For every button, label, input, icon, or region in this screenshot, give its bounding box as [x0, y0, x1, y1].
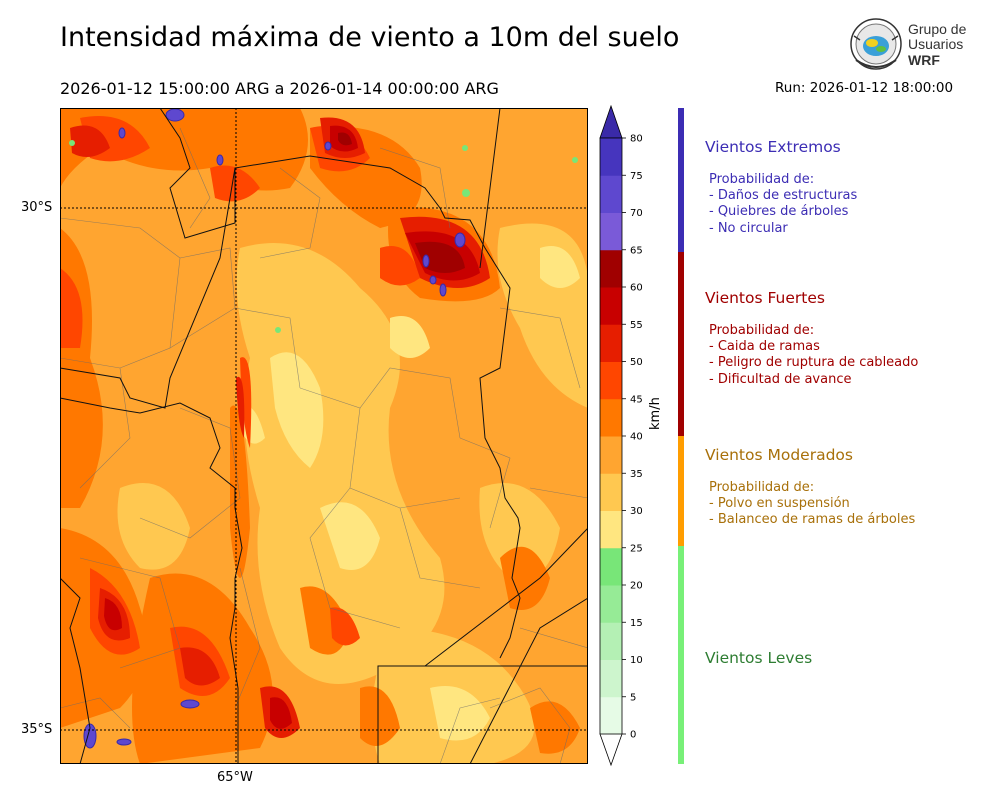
desc-line: - Peligro de ruptura de cableado	[709, 355, 919, 371]
forecast-period: 2026-01-12 15:00:00 ARG a 2026-01-14 00:…	[60, 79, 499, 98]
category-title-leves: Vientos Leves	[705, 649, 813, 667]
desc-line: - Dificultad de avance	[709, 371, 852, 387]
colorbar-segment	[600, 696, 622, 735]
colorbar-segment	[600, 398, 622, 437]
desc-line: - Balanceo de ramas de árboles	[709, 512, 916, 528]
colorbar-tick-label: 45	[630, 394, 643, 405]
colorbar-segment	[600, 249, 622, 288]
category-desc-extremos: Probabilidad de: - Daños de estructuras …	[709, 172, 857, 237]
run-timestamp: Run: 2026-01-12 18:00:00	[775, 80, 954, 96]
colorbar-tick-label: 30	[630, 506, 643, 517]
desc-line: - Caida de ramas	[709, 339, 820, 355]
colorbar-segment	[600, 547, 622, 586]
map-title: Intensidad máxima de viento a 10m del su…	[60, 22, 680, 53]
wind-colorbar: 0 5 10 15 20 25 30 35 40 45 50 55 60 65 70 75 80	[590, 104, 660, 770]
colorbar-segment	[600, 287, 622, 325]
desc-line: - Polvo en suspensión	[709, 496, 850, 512]
category-title-extremos: Vientos Extremos	[705, 138, 841, 156]
category-desc-moderados: Probabilidad de: - Polvo en suspensión -…	[709, 480, 915, 529]
colorbar-segment	[600, 175, 622, 213]
colorbar-segment	[600, 622, 622, 660]
colorbar-extend-top	[599, 104, 623, 139]
logo-line1: Grupo de	[908, 21, 967, 37]
colorbar-segment	[600, 361, 622, 400]
colorbar-tick-label: 5	[630, 692, 636, 703]
wrf-logo: Grupo de Usuarios WRF	[848, 16, 973, 74]
colorbar-segment	[600, 324, 622, 362]
colorbar-segment	[600, 436, 622, 474]
category-desc-fuertes: Probabilidad de: - Caida de ramas - Peli…	[709, 323, 918, 388]
colorbar-tick-label: 60	[630, 283, 643, 294]
category-bar-moderados	[678, 436, 684, 546]
colorbar-tick-label: 80	[630, 134, 643, 145]
colorbar-extend-bottom	[599, 733, 623, 767]
desc-line: - Daños de estructuras	[709, 188, 858, 204]
lon-label-65w: 65°W	[217, 770, 253, 785]
colorbar-segment	[600, 659, 622, 698]
category-bar-extremos	[678, 108, 684, 252]
logo-line2: Usuarios	[908, 36, 963, 52]
category-bar-fuertes	[678, 252, 684, 436]
wind-map	[59, 107, 589, 765]
colorbar-tick-label: 75	[630, 171, 643, 182]
desc-line: Probabilidad de:	[709, 480, 815, 495]
colorbar-tick-label: 25	[630, 543, 643, 554]
colorbar-tick-label: 50	[630, 357, 643, 368]
colorbar-tick-label: 70	[630, 208, 643, 219]
globe-seal-icon: Grupo de Usuarios WRF	[850, 18, 967, 70]
colorbar-segment	[600, 473, 622, 511]
lat-label-35s: 35°S	[21, 722, 53, 737]
colorbar-tick-label: 40	[630, 432, 643, 443]
category-title-moderados: Vientos Moderados	[705, 446, 853, 464]
colorbar-tick-label: 0	[630, 730, 636, 741]
colorbar-unit: km/h	[648, 397, 663, 430]
category-title-fuertes: Vientos Fuertes	[705, 289, 825, 307]
logo-line3: WRF	[908, 52, 940, 68]
colorbar-tick-label: 65	[630, 245, 643, 256]
colorbar-tick-label: 35	[630, 469, 643, 480]
colorbar-segment	[600, 585, 622, 623]
desc-line: - No circular	[709, 220, 788, 236]
category-bar-leves	[678, 546, 684, 764]
colorbar-tick-label: 20	[630, 581, 643, 592]
lat-label-30s: 30°S	[21, 200, 53, 215]
colorbar-tick-label: 10	[630, 655, 643, 666]
desc-line: - Quiebres de árboles	[709, 204, 849, 220]
colorbar-segment	[600, 510, 622, 549]
desc-line: Probabilidad de:	[709, 323, 815, 338]
colorbar-tick-label: 15	[630, 618, 643, 629]
colorbar-segment	[600, 138, 622, 176]
colorbar-segment	[600, 212, 622, 251]
colorbar-tick-label: 55	[630, 320, 643, 331]
desc-line: Probabilidad de:	[709, 172, 815, 187]
